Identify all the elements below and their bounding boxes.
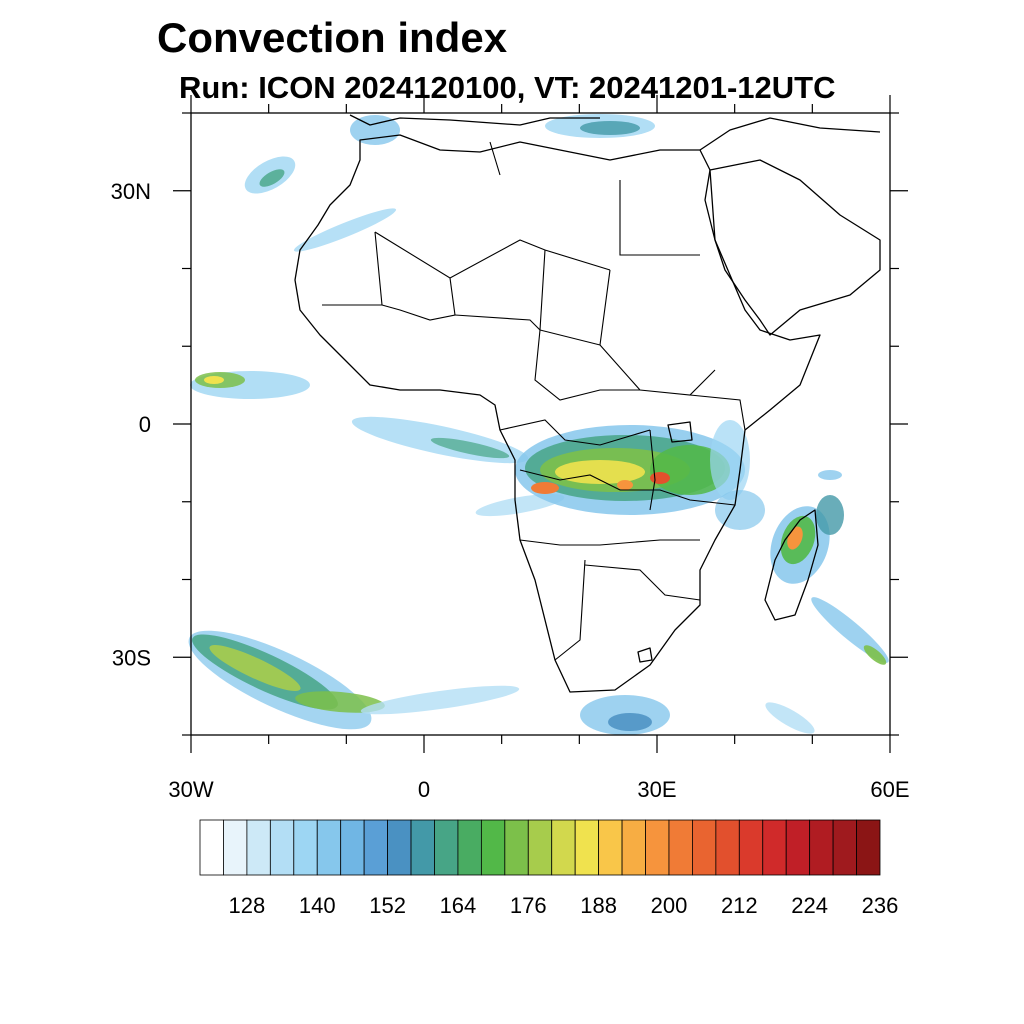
colorbar-label: 152: [369, 893, 406, 918]
convection-field: [188, 114, 889, 735]
colorbar-swatch: [668, 819, 693, 876]
colorbar-swatch: [621, 819, 646, 876]
colorbar-swatch: [832, 819, 857, 876]
y-tick-label: 0: [139, 412, 151, 437]
x-tick-label: 0: [418, 777, 430, 802]
colorbar-swatch: [457, 819, 482, 876]
colorbar-swatch: [504, 819, 529, 876]
colorbar-swatch: [199, 819, 224, 876]
colorbar-swatch: [785, 819, 811, 876]
colorbar-swatch: [645, 819, 670, 876]
coastlines: [294, 114, 881, 693]
colorbar-swatch: [340, 819, 365, 876]
map-frame: [190, 112, 891, 736]
colorbar-swatch: [692, 819, 717, 876]
colorbar-swatch: [762, 819, 787, 876]
y-tick-label: 30S: [112, 645, 151, 670]
colorbar-swatch: [410, 819, 435, 876]
colorbar-swatch: [598, 819, 623, 876]
colorbar-swatch: [527, 819, 553, 876]
colorbar-swatch: [856, 819, 881, 876]
colorbar-swatch: [269, 819, 295, 876]
x-tick-label: 30E: [637, 777, 676, 802]
colorbar-swatch: [715, 819, 740, 876]
x-tick-label: 30W: [168, 777, 213, 802]
colorbar-label: 164: [440, 893, 477, 918]
colorbar-label: 188: [580, 893, 617, 918]
country-borders: [322, 141, 746, 661]
colorbar-swatch: [434, 819, 459, 876]
colorbar-swatch: [293, 819, 318, 876]
colorbar-swatch: [246, 819, 271, 876]
colorbar-swatch: [480, 819, 506, 876]
colorbar-label: 212: [721, 893, 758, 918]
colorbar-swatch: [387, 819, 412, 876]
colorbar-swatch: [809, 819, 834, 876]
colorbar-label: 128: [229, 893, 266, 918]
colorbar-swatch: [363, 819, 388, 876]
chart-title: Convection index: [157, 14, 508, 61]
colorbar-label: 236: [862, 893, 899, 918]
colorbar-swatch: [223, 819, 248, 876]
colorbar-swatch: [738, 819, 764, 876]
colorbar-label: 140: [299, 893, 336, 918]
colorbar-label: 176: [510, 893, 547, 918]
x-tick-label: 60E: [870, 777, 909, 802]
map-axes: 30W 0 30E 60E 30N 0 30S: [111, 95, 910, 802]
colorbar-swatch: [316, 819, 342, 876]
colorbar-label: 224: [791, 893, 828, 918]
colorbar-swatch: [551, 819, 576, 876]
chart-subtitle: Run: ICON 2024120100, VT: 20241201-12UTC: [179, 70, 836, 105]
y-tick-label: 30N: [111, 179, 151, 204]
colorbar-label: 200: [651, 893, 688, 918]
colorbar: 128 140 152 164 176 188 200 212 224 236: [199, 819, 899, 918]
colorbar-swatch: [574, 819, 600, 876]
